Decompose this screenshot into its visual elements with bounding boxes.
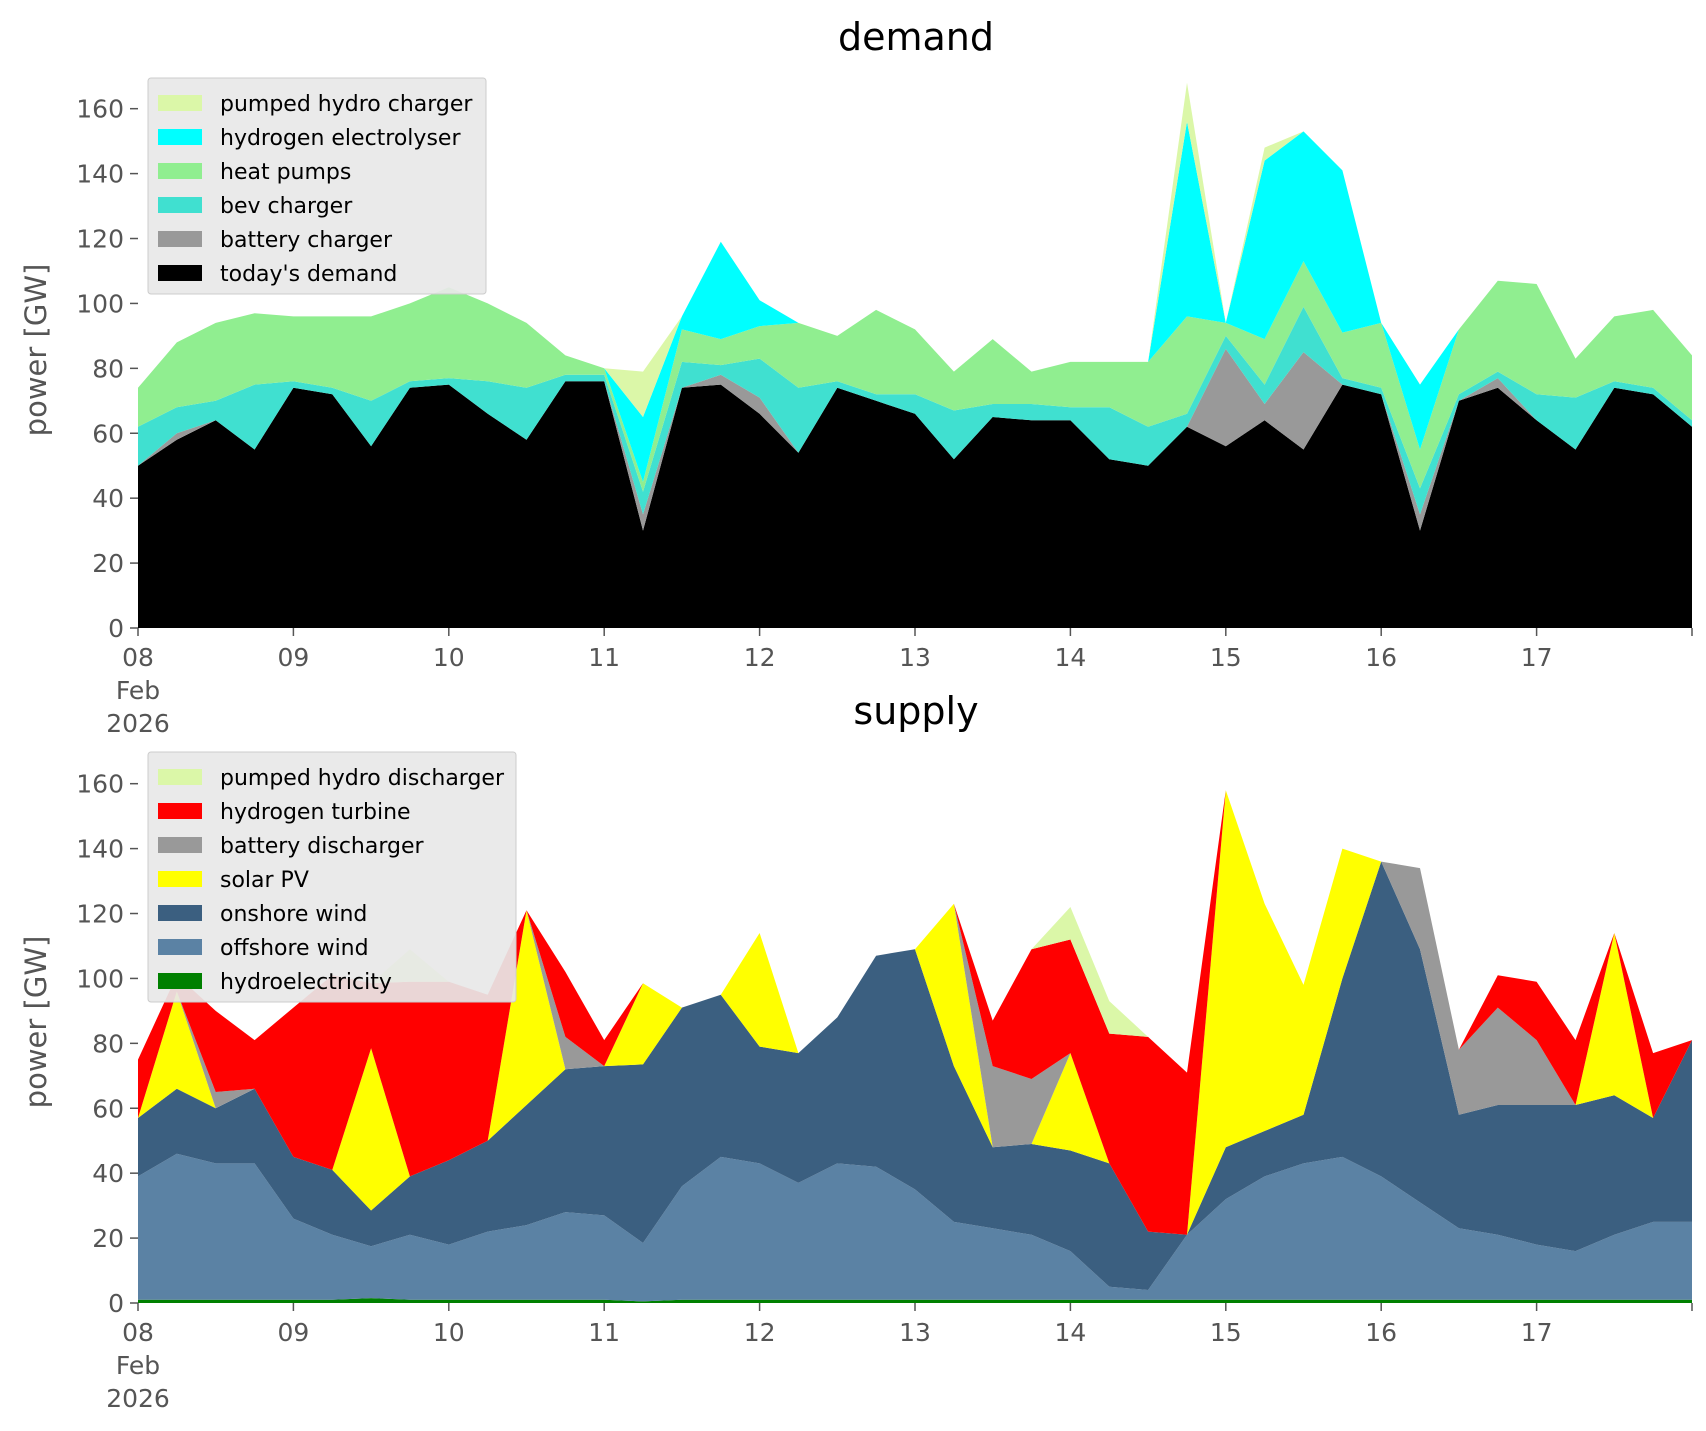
y-tick-label: 140 xyxy=(76,835,124,864)
x-tick-label: 13 xyxy=(899,643,931,672)
area-heat-pumps xyxy=(138,261,1692,492)
y-axis: 0 20 40 60 80 100 120 140 160 xyxy=(76,95,138,643)
demand-area-layers xyxy=(138,82,1692,628)
legend-label: battery charger xyxy=(220,228,393,253)
y-tick-label: 100 xyxy=(76,964,124,993)
legend-label: today's demand xyxy=(220,262,397,287)
legend-swatch xyxy=(158,265,202,281)
legend-swatch xyxy=(158,905,202,921)
area-bev-charger xyxy=(138,306,1692,515)
y-tick-label: 80 xyxy=(92,1029,124,1058)
x-tick-label: 09 xyxy=(277,643,309,672)
area-hydrogen-electrolyser xyxy=(138,121,1692,482)
area-offshore-wind xyxy=(138,1153,1692,1302)
legend-label: battery discharger xyxy=(220,834,425,859)
legend-label: bev charger xyxy=(220,194,353,219)
legend-label: hydrogen turbine xyxy=(220,800,411,825)
x-tick-label: 17 xyxy=(1521,643,1553,672)
y-axis-label: power [GW] xyxy=(19,936,53,1109)
x-tick-label: 15 xyxy=(1210,1318,1242,1347)
y-tick-label: 60 xyxy=(92,419,124,448)
y-tick-label: 0 xyxy=(108,1289,124,1318)
y-tick-label: 60 xyxy=(92,1094,124,1123)
chart-title: supply xyxy=(853,689,978,733)
y-tick-label: 120 xyxy=(76,225,124,254)
x-tick-label: 11 xyxy=(588,643,620,672)
x-tick-label: 12 xyxy=(744,643,776,672)
legend-swatch xyxy=(158,939,202,955)
x-tick-label: 12 xyxy=(744,1318,776,1347)
area-hydroelectricity xyxy=(138,1298,1692,1303)
demand-panel: demand 0 20 40 60 80 100 120 140 160 08 Feb 2026 09… xyxy=(19,15,1693,738)
legend-swatch xyxy=(158,871,202,887)
legend-swatch xyxy=(158,163,202,179)
y-tick-label: 160 xyxy=(76,95,124,124)
supply-panel: supply 0 20 40 60 80 100 120 140 160 08 Feb 2026 09… xyxy=(19,689,1693,1413)
x-tick-label: 09 xyxy=(277,1318,309,1347)
x-tick-label: 08 Feb 2026 xyxy=(106,643,170,738)
legend-swatch xyxy=(158,973,202,989)
legend-swatch xyxy=(158,231,202,247)
legend-label: offshore wind xyxy=(220,936,369,961)
y-tick-label: 20 xyxy=(92,549,124,578)
x-tick-label: 11 xyxy=(588,1318,620,1347)
x-tick-label: 16 xyxy=(1365,1318,1397,1347)
supply-area-layers xyxy=(138,790,1692,1303)
legend-box xyxy=(147,77,487,295)
y-tick-label: 120 xyxy=(76,900,124,929)
legend-label: hydrogen electrolyser xyxy=(220,126,461,151)
x-axis: 08 Feb 2026 09 10 11 12 13 14 15 16 17 xyxy=(106,628,1693,738)
x-tick-label: 08 Feb 2026 xyxy=(106,1318,170,1413)
y-tick-label: 20 xyxy=(92,1224,124,1253)
x-tick-label: 17 xyxy=(1521,1318,1553,1347)
legend-swatch xyxy=(158,129,202,145)
legend-swatch xyxy=(158,803,202,819)
y-tick-label: 160 xyxy=(76,770,124,799)
legend-label: pumped hydro discharger xyxy=(220,766,505,791)
y-tick-label: 40 xyxy=(92,484,124,513)
legend-label: onshore wind xyxy=(220,902,367,927)
legend: pumped hydro discharger hydrogen turbine b… xyxy=(147,751,517,1003)
legend-label: solar PV xyxy=(220,868,309,893)
y-tick-label: 140 xyxy=(76,160,124,189)
y-tick-label: 0 xyxy=(108,614,124,643)
x-tick-label: 14 xyxy=(1054,1318,1086,1347)
x-tick-label: 10 xyxy=(433,1318,465,1347)
legend-label: pumped hydro charger xyxy=(220,92,473,117)
x-tick-label: 15 xyxy=(1210,643,1242,672)
legend-box xyxy=(147,751,517,1003)
legend-label: heat pumps xyxy=(220,160,351,185)
area-today-s-demand xyxy=(138,381,1692,628)
chart-title: demand xyxy=(838,15,994,59)
y-tick-label: 40 xyxy=(92,1159,124,1188)
legend: pumped hydro charger hydrogen electrolyse… xyxy=(147,77,487,295)
x-tick-label: 13 xyxy=(899,1318,931,1347)
area-battery-charger xyxy=(138,348,1692,531)
area-onshore-wind xyxy=(138,861,1692,1290)
legend-swatch xyxy=(158,197,202,213)
area-hydrogen-turbine xyxy=(138,790,1692,1235)
x-tick-label: 14 xyxy=(1054,643,1086,672)
legend-swatch xyxy=(158,837,202,853)
x-axis: 08 Feb 2026 09 10 11 12 13 14 15 16 17 xyxy=(106,1303,1693,1413)
y-tick-label: 80 xyxy=(92,354,124,383)
legend-swatch xyxy=(158,769,202,785)
x-tick-label: 16 xyxy=(1365,643,1397,672)
y-axis-label: power [GW] xyxy=(19,264,53,437)
legend-label: hydroelectricity xyxy=(220,970,392,995)
legend-swatch xyxy=(158,95,202,111)
y-tick-label: 100 xyxy=(76,289,124,318)
y-axis: 0 20 40 60 80 100 120 140 160 xyxy=(76,770,138,1318)
x-tick-label: 10 xyxy=(433,643,465,672)
